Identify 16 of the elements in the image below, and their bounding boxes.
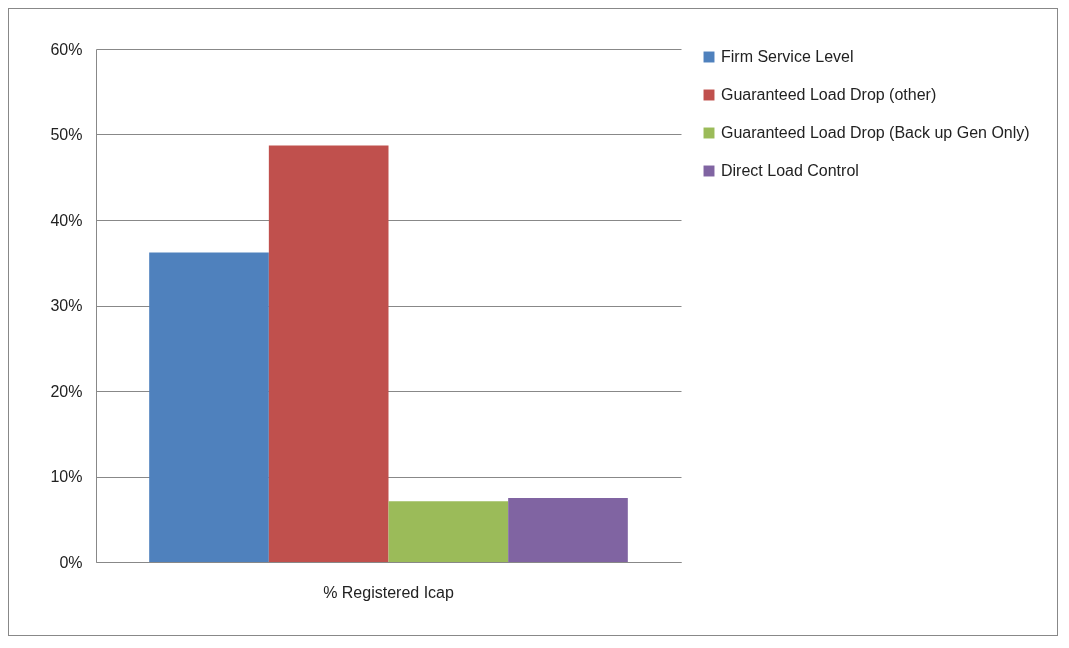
y-tick-label: 30% xyxy=(50,297,83,314)
y-tick-label: 10% xyxy=(50,468,83,485)
y-tick-label: 40% xyxy=(50,211,83,229)
y-tick-label: 0% xyxy=(59,553,83,571)
bar xyxy=(149,252,269,562)
bar xyxy=(388,501,509,562)
y-tick-label: 20% xyxy=(50,382,83,400)
x-tick-label: % Registered Icap xyxy=(323,583,454,601)
legend-label: Guaranteed Load Drop (other) xyxy=(721,86,937,103)
y-tick-label: 50% xyxy=(50,126,83,143)
legend-label: Guaranteed Load Drop (Back up Gen Only) xyxy=(721,124,1030,141)
bar xyxy=(268,145,389,562)
bar xyxy=(508,497,628,562)
legend-label: Firm Service Level xyxy=(721,48,854,65)
legend-label: Direct Load Control xyxy=(721,162,859,179)
y-tick-label: 60% xyxy=(50,40,83,58)
